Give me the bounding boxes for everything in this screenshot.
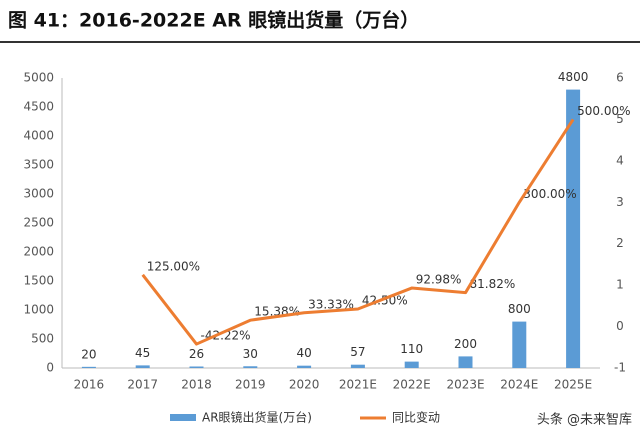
y2-tick-label: 6 <box>616 71 624 85</box>
bar-value-label: 26 <box>189 347 204 361</box>
bar <box>135 365 150 368</box>
legend-label: 同比变动 <box>392 410 440 425</box>
x-tick-label: 2022E <box>393 378 431 392</box>
bar <box>458 356 473 368</box>
y2-tick-label: 3 <box>616 195 624 209</box>
y2-tick-label: 2 <box>616 236 624 250</box>
x-tick-label: 2016 <box>74 378 105 392</box>
bar-value-label: 40 <box>296 346 311 360</box>
bar-value-label: 30 <box>243 347 258 361</box>
x-tick-label: 2018 <box>181 378 212 392</box>
bar <box>297 365 312 368</box>
bar-value-label: 800 <box>508 302 531 316</box>
bar <box>189 366 204 368</box>
line <box>141 118 575 346</box>
y-tick-label: 4000 <box>23 129 54 143</box>
y-tick-label: 2500 <box>23 216 54 230</box>
bar-value-label: 4800 <box>558 70 589 84</box>
bar <box>404 361 419 368</box>
line-value-label: 125.00% <box>147 259 200 273</box>
y2-tick-label: 5 <box>616 112 624 126</box>
legend-label: AR眼镜出货量(万台) <box>202 410 312 425</box>
bar <box>81 366 96 368</box>
y-tick-label: 0 <box>46 361 54 375</box>
bar <box>566 89 581 368</box>
line-value-label: 300.00% <box>523 187 576 201</box>
y-tick-label: 2000 <box>23 245 54 259</box>
bar <box>243 366 258 368</box>
y2-tick-label: 1 <box>616 278 624 292</box>
y2-tick-label: 4 <box>616 153 624 167</box>
y-tick-label: 5000 <box>23 71 54 85</box>
x-tick-label: 2020 <box>289 378 320 392</box>
line-value-label: 81.82% <box>470 277 516 291</box>
x-tick-label: 2024E <box>500 378 538 392</box>
y-tick-label: 3000 <box>23 187 54 201</box>
y-tick-label: 3500 <box>23 158 54 172</box>
bar-value-label: 57 <box>350 345 365 359</box>
watermark: 头条 @未来智库 <box>537 412 632 428</box>
x-tick-label: 2021E <box>339 378 377 392</box>
bar-value-label: 45 <box>135 346 150 360</box>
chart-title: 图 41：2016-2022E AR 眼镜出货量（万台） <box>8 9 419 32</box>
y-tick-label: 1500 <box>23 274 54 288</box>
x-tick-label: 2019 <box>235 378 266 392</box>
y-tick-label: 4500 <box>23 100 54 114</box>
y2-tick-label: -1 <box>614 361 626 375</box>
y-tick-label: 500 <box>31 332 54 346</box>
x-tick-label: 2023E <box>446 378 484 392</box>
line-value-label: 33.33% <box>308 297 354 311</box>
x-tick-label: 2025E <box>554 378 592 392</box>
line-value-label: -42.22% <box>201 329 251 343</box>
bar <box>512 321 527 368</box>
y2-tick-label: 0 <box>616 319 624 333</box>
bar-value-label: 200 <box>454 337 477 351</box>
x-tick-label: 2017 <box>127 378 158 392</box>
legend-swatch <box>170 414 196 421</box>
bar-value-label: 20 <box>81 347 96 361</box>
y-tick-label: 1000 <box>23 303 54 317</box>
line-value-label: 92.98% <box>416 273 462 287</box>
line-value-label: 500.00% <box>577 104 630 118</box>
bar-value-label: 110 <box>400 342 423 356</box>
bar <box>350 364 365 368</box>
